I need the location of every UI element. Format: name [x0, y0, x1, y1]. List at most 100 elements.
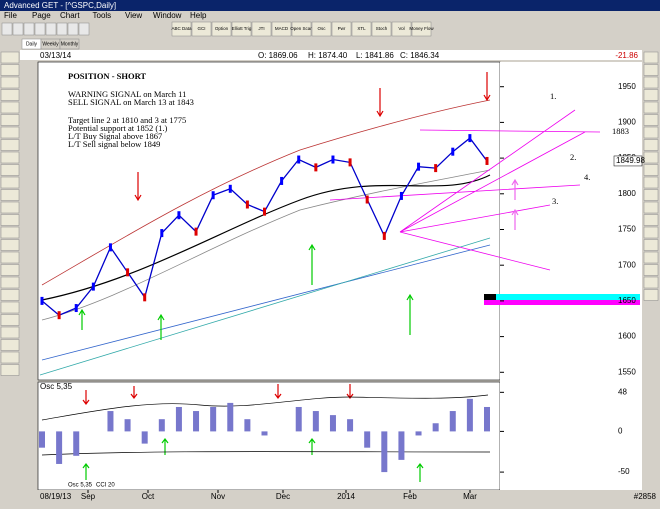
x-tick-label: Oct [142, 492, 155, 501]
tab-label: Daily [26, 41, 38, 47]
header-change: -21.86 [615, 51, 638, 60]
menu-item[interactable]: File [4, 11, 17, 20]
tab[interactable] [59, 38, 80, 50]
side-button [643, 126, 659, 139]
toolbar-label: GCI [197, 26, 205, 31]
tab-label: Weekly [42, 41, 59, 47]
candle [348, 158, 352, 167]
tool-icon [12, 22, 24, 36]
toolbar-button[interactable] [311, 21, 332, 37]
candle [331, 155, 335, 164]
osc-tick-label: 0 [618, 427, 623, 436]
toolbar-label: Money Flow [409, 26, 434, 31]
menu-item[interactable]: Chart [60, 11, 80, 20]
candle [57, 311, 61, 320]
side-button [0, 364, 20, 376]
osc-bar [449, 411, 456, 432]
candle [143, 293, 147, 302]
side-button [0, 76, 20, 89]
side-button [643, 76, 659, 89]
sell-arrow [134, 72, 491, 202]
window-title: Advanced GET - [^GSPC,Daily] [4, 1, 116, 10]
toolbar-button[interactable] [291, 21, 312, 37]
toolbar-button[interactable] [411, 21, 432, 37]
side-button [643, 89, 659, 101]
header-date: 03/13/14 [40, 51, 72, 60]
side-button [643, 139, 659, 151]
side-button [0, 164, 20, 176]
toolbar-label: Osc [317, 26, 326, 31]
candle [314, 163, 318, 172]
osc-bar [312, 411, 319, 432]
toolbar-button[interactable] [351, 21, 372, 37]
tool-icon [1, 22, 13, 36]
side-button [643, 276, 659, 289]
toolbar-label: XTL [357, 26, 366, 31]
osc-band [41, 451, 491, 456]
osc-tick-label: -50 [618, 467, 630, 476]
menu-item[interactable]: View [125, 11, 142, 20]
osc-bar [107, 411, 114, 432]
header-open: O: 1869.06 [258, 51, 298, 60]
osc-label: Osc 5,35 [40, 382, 73, 391]
price-panel [37, 61, 501, 381]
menu-item[interactable]: Help [190, 11, 207, 20]
menu-item[interactable]: Window [153, 11, 182, 20]
toolbar-button[interactable] [371, 21, 392, 37]
toolbar-button[interactable] [391, 21, 412, 37]
osc-bar [381, 431, 388, 473]
side-button [643, 101, 659, 114]
side-button [0, 314, 20, 326]
toolbar-button[interactable] [331, 21, 352, 37]
y-tick-label: 1900 [618, 118, 636, 127]
toolbar-button[interactable] [211, 21, 232, 37]
tool-icon [34, 22, 46, 36]
side-button [643, 151, 659, 164]
side-button [0, 89, 20, 101]
side-button [0, 126, 20, 139]
start-date: 08/19/13 [40, 492, 72, 501]
menu-item[interactable]: Tools [93, 11, 112, 20]
side-button [643, 264, 659, 276]
candle [485, 156, 489, 165]
toolbar-button[interactable] [171, 21, 192, 37]
toolbar-label: JTI [258, 26, 264, 31]
side-button [0, 101, 20, 114]
candle [365, 195, 369, 204]
projection-bar [484, 294, 640, 300]
toolbar-button[interactable] [251, 21, 272, 37]
osc-sell-arrow [82, 384, 354, 405]
tool-icon [78, 22, 90, 36]
bottom-tab: CCI 20 [96, 483, 115, 489]
side-button [0, 339, 20, 351]
x-tick-label: 2014 [337, 492, 355, 501]
band [41, 169, 491, 321]
osc-bar [39, 431, 45, 448]
candle [468, 134, 472, 143]
header-close: C: 1846.34 [400, 51, 440, 60]
side-button [0, 64, 20, 76]
candle [297, 155, 301, 164]
buy-arrow [78, 243, 414, 340]
candle [451, 147, 455, 156]
candle [74, 304, 78, 313]
title-bar [0, 0, 660, 11]
toolbar-button[interactable] [271, 21, 292, 37]
tool-icon [45, 22, 57, 36]
side-button [643, 189, 659, 201]
osc-bar [56, 431, 63, 464]
menu-bar [0, 11, 660, 21]
toolbar-button[interactable] [231, 21, 252, 37]
toolbar-button[interactable] [191, 21, 212, 37]
tab-label: Monthly [61, 41, 79, 47]
tab-strip [0, 37, 660, 49]
menu-item[interactable]: Page [32, 11, 51, 20]
side-button [0, 226, 20, 239]
side-button [0, 51, 20, 64]
y-tick-label: 1600 [618, 332, 636, 341]
candle [211, 191, 215, 200]
side-button [643, 114, 659, 126]
osc-bar [124, 419, 131, 432]
toolbar-label: MACD [275, 26, 289, 31]
side-button [643, 176, 659, 189]
